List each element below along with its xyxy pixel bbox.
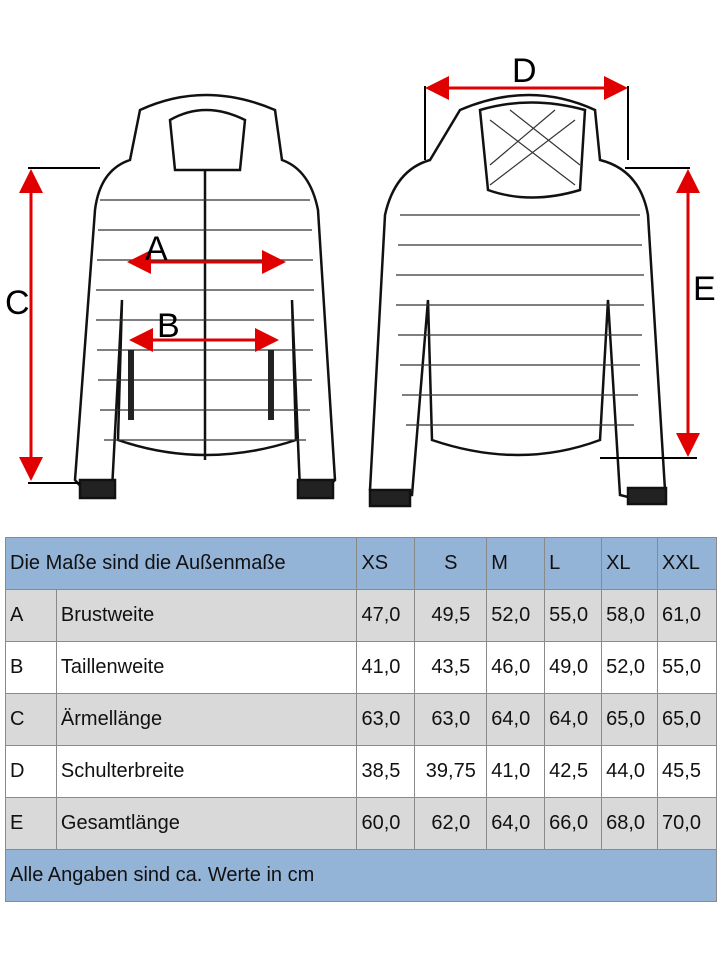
cell: 64,0 [486, 693, 546, 746]
cell: 55,0 [657, 641, 717, 694]
label-a: A [145, 230, 168, 268]
table-row: A Brustweite 47,0 49,5 52,0 55,0 58,0 61,0 [5, 589, 717, 642]
cell: 41,0 [486, 745, 546, 798]
cell: 52,0 [486, 589, 546, 642]
cell: 60,0 [356, 797, 416, 850]
cell: 45,5 [657, 745, 717, 798]
row-name: Ärmellänge [55, 693, 358, 746]
table-header-row: Die Maße sind die Außenmaße XS S M L XL … [4, 537, 717, 590]
jacket-measurement-diagram: A B C D E [5, 52, 716, 508]
cell: 66,0 [544, 797, 603, 850]
table-row: E Gesamtlänge 60,0 62,0 64,0 66,0 68,0 70,0 [5, 797, 717, 850]
cell: 70,0 [657, 797, 717, 850]
cell: 41,0 [356, 641, 416, 694]
cell: 49,5 [414, 589, 488, 642]
cell: 64,0 [486, 797, 546, 850]
cell: 42,5 [544, 745, 603, 798]
row-key: B [5, 641, 57, 694]
row-name: Schulterbreite [55, 745, 358, 798]
size-xs: XS [356, 537, 416, 590]
size-xl: XL [601, 537, 659, 590]
cell: 68,0 [601, 797, 659, 850]
cell: 52,0 [601, 641, 659, 694]
cell: 65,0 [601, 693, 659, 746]
cell: 63,0 [356, 693, 416, 746]
table-row: B Taillenweite 41,0 43,5 46,0 49,0 52,0 55,0 [5, 641, 717, 694]
front-jacket-drawing [73, 93, 337, 500]
row-key: E [5, 797, 57, 850]
label-b: B [157, 307, 180, 345]
cell: 63,0 [414, 693, 488, 746]
cell: 39,75 [414, 745, 488, 798]
size-s: S [414, 537, 488, 590]
label-e: E [693, 270, 716, 308]
cell: 43,5 [414, 641, 488, 694]
cell: 61,0 [657, 589, 717, 642]
cell: 38,5 [356, 745, 416, 798]
row-name: Gesamtlänge [55, 797, 358, 850]
cell: 55,0 [544, 589, 603, 642]
row-name: Brustweite [55, 589, 358, 642]
cell: 62,0 [414, 797, 488, 850]
header-title: Die Maße sind die Außenmaße [4, 537, 358, 590]
row-name: Taillenweite [55, 641, 358, 694]
label-d: D [512, 52, 537, 90]
table-row: C Ärmellänge 63,0 63,0 64,0 64,0 65,0 65,0 [5, 693, 717, 746]
table-row: D Schulterbreite 38,5 39,75 41,0 42,5 44,0 45,… [5, 745, 717, 798]
cell: 58,0 [601, 589, 659, 642]
footer-note: Alle Angaben sind ca. Werte in cm [5, 849, 717, 902]
cell: 46,0 [486, 641, 546, 694]
back-jacket-drawing [368, 93, 668, 508]
size-m: M [486, 537, 546, 590]
size-xxl: XXL [657, 537, 717, 590]
cell: 49,0 [544, 641, 603, 694]
cell: 47,0 [356, 589, 416, 642]
cell: 44,0 [601, 745, 659, 798]
row-key: C [5, 693, 57, 746]
size-l: L [544, 537, 603, 590]
size-table: Die Maße sind die Außenmaße XS S M L XL … [4, 537, 717, 902]
label-c: C [5, 284, 30, 322]
row-key: A [5, 589, 57, 642]
table-footer-row: Alle Angaben sind ca. Werte in cm [5, 849, 717, 902]
cell: 65,0 [657, 693, 717, 746]
cell: 64,0 [544, 693, 603, 746]
row-key: D [5, 745, 57, 798]
